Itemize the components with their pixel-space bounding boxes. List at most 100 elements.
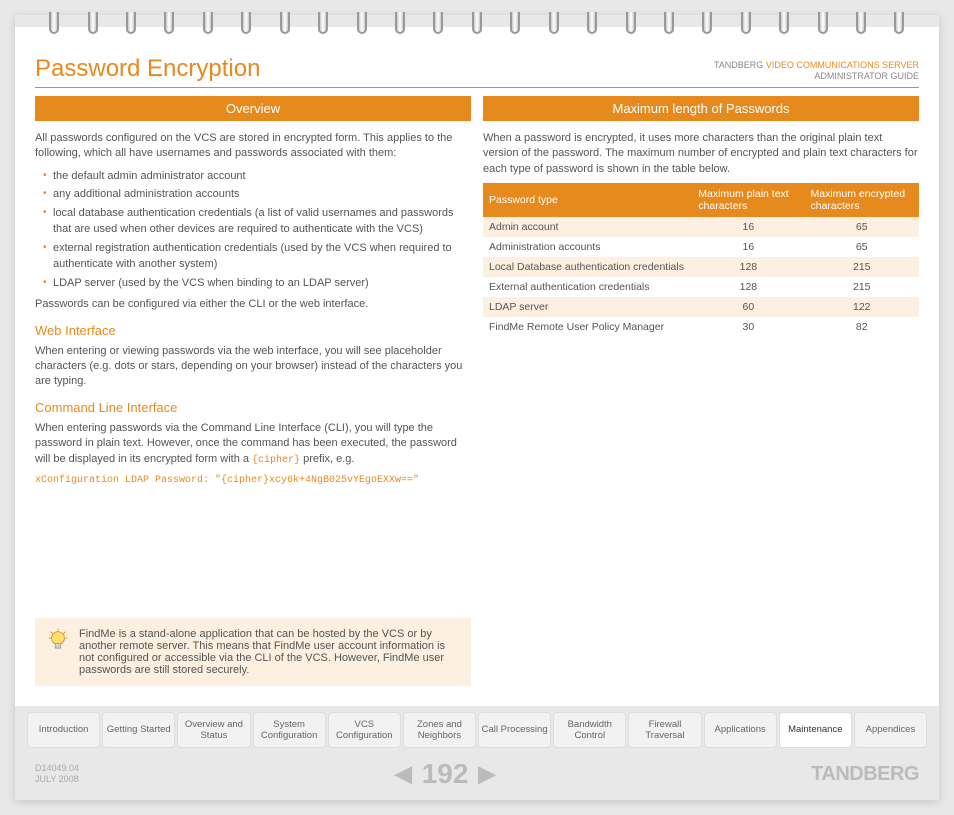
nav-tab[interactable]: Appendices: [854, 712, 927, 749]
table-cell: Administration accounts: [483, 237, 692, 257]
overview-heading: Overview: [35, 96, 471, 121]
table-cell: Admin account: [483, 217, 692, 237]
page-footer: D14049.04 JULY 2008 ◀ 192 ▶ TANDBERG: [15, 754, 939, 800]
spiral-ring: [779, 12, 789, 34]
spiral-ring: [433, 12, 443, 34]
next-page-arrow[interactable]: ▶: [478, 761, 495, 787]
overview-intro: All passwords configured on the VCS are …: [35, 131, 471, 162]
cli-body-part2: prefix, e.g.: [300, 453, 354, 465]
page-content: Password Encryption TANDBERG VIDEO COMMU…: [15, 45, 939, 706]
password-table: Password typeMaximum plain text characte…: [483, 183, 919, 337]
table-header: Maximum plain text characters: [692, 183, 804, 217]
left-column: Overview All passwords configured on the…: [35, 96, 471, 686]
table-cell: Local Database authentication credential…: [483, 257, 692, 277]
brand-prefix: TANDBERG: [714, 60, 763, 70]
table-cell: 122: [805, 297, 920, 317]
spiral-ring: [241, 12, 251, 34]
list-item: any additional administration accounts: [43, 186, 471, 203]
list-item: external registration authentication cre…: [43, 240, 471, 273]
spiral-ring: [741, 12, 751, 34]
page-number: 192: [422, 758, 469, 790]
tip-text: FindMe is a stand-alone application that…: [79, 628, 459, 676]
nav-tab[interactable]: System Configuration: [253, 712, 326, 749]
page-header: Password Encryption TANDBERG VIDEO COMMU…: [35, 55, 919, 88]
overview-after: Passwords can be configured via either t…: [35, 297, 471, 312]
list-item: LDAP server (used by the VCS when bindin…: [43, 275, 471, 292]
brand-product: VIDEO COMMUNICATIONS SERVER: [766, 60, 919, 70]
table-header: Password type: [483, 183, 692, 217]
table-row: External authentication credentials12821…: [483, 277, 919, 297]
table-cell: 65: [805, 217, 920, 237]
table-header-row: Password typeMaximum plain text characte…: [483, 183, 919, 217]
pager: ◀ 192 ▶: [395, 758, 496, 790]
list-item: local database authentication credential…: [43, 205, 471, 238]
table-row: Administration accounts1665: [483, 237, 919, 257]
right-column: Maximum length of Passwords When a passw…: [483, 96, 919, 686]
nav-tab[interactable]: Zones and Neighbors: [403, 712, 476, 749]
table-cell: 128: [692, 257, 804, 277]
table-row: Admin account1665: [483, 217, 919, 237]
spiral-binding: [15, 15, 939, 45]
spiral-ring: [818, 12, 828, 34]
table-row: LDAP server60122: [483, 297, 919, 317]
spiral-ring: [318, 12, 328, 34]
document-page: Password Encryption TANDBERG VIDEO COMMU…: [15, 15, 939, 800]
nav-tab[interactable]: Call Processing: [478, 712, 551, 749]
cli-body: When entering passwords via the Command …: [35, 421, 471, 468]
table-row: FindMe Remote User Policy Manager3082: [483, 317, 919, 337]
table-header: Maximum encrypted characters: [805, 183, 920, 217]
spiral-ring: [587, 12, 597, 34]
spiral-ring: [626, 12, 636, 34]
spiral-ring: [126, 12, 136, 34]
list-item: the default admin administrator account: [43, 168, 471, 185]
doc-id: D14049.04: [35, 763, 79, 773]
spiral-ring: [203, 12, 213, 34]
table-cell: 16: [692, 217, 804, 237]
nav-tab[interactable]: Firewall Traversal: [628, 712, 701, 749]
maxlen-intro: When a password is encrypted, it uses mo…: [483, 131, 919, 177]
table-body: Admin account1665Administration accounts…: [483, 217, 919, 337]
spiral-ring: [472, 12, 482, 34]
brand-sub: ADMINISTRATOR GUIDE: [814, 71, 919, 81]
table-cell: External authentication credentials: [483, 277, 692, 297]
table-cell: 30: [692, 317, 804, 337]
spiral-ring: [856, 12, 866, 34]
table-cell: 16: [692, 237, 804, 257]
table-cell: 60: [692, 297, 804, 317]
spiral-ring: [88, 12, 98, 34]
spiral-ring: [702, 12, 712, 34]
header-brand: TANDBERG VIDEO COMMUNICATIONS SERVER ADM…: [714, 60, 919, 83]
table-cell: 128: [692, 277, 804, 297]
cipher-prefix: {cipher}: [252, 455, 300, 466]
spiral-ring: [395, 12, 405, 34]
spiral-ring: [280, 12, 290, 34]
doc-date: JULY 2008: [35, 774, 79, 784]
cli-body-part1: When entering passwords via the Command …: [35, 422, 457, 465]
page-title: Password Encryption: [35, 55, 260, 83]
overview-list: the default admin administrator accounta…: [35, 168, 471, 292]
web-interface-body: When entering or viewing passwords via t…: [35, 344, 471, 390]
table-cell: 82: [805, 317, 920, 337]
maxlen-heading: Maximum length of Passwords: [483, 96, 919, 121]
spiral-ring: [49, 12, 59, 34]
table-cell: 215: [805, 257, 920, 277]
nav-tab[interactable]: Getting Started: [102, 712, 175, 749]
tip-box: FindMe is a stand-alone application that…: [35, 618, 471, 686]
spiral-ring: [357, 12, 367, 34]
table-row: Local Database authentication credential…: [483, 257, 919, 277]
table-cell: 65: [805, 237, 920, 257]
table-cell: FindMe Remote User Policy Manager: [483, 317, 692, 337]
doc-meta: D14049.04 JULY 2008: [35, 763, 79, 786]
nav-tab[interactable]: Introduction: [27, 712, 100, 749]
two-column-layout: Overview All passwords configured on the…: [35, 96, 919, 686]
nav-tab[interactable]: VCS Configuration: [328, 712, 401, 749]
cli-example: xConfiguration LDAP Password: "{cipher}x…: [35, 474, 471, 488]
spiral-ring: [510, 12, 520, 34]
cli-heading: Command Line Interface: [35, 400, 471, 415]
nav-tab[interactable]: Bandwidth Control: [553, 712, 626, 749]
footer-brand: TANDBERG: [811, 763, 919, 786]
nav-tab[interactable]: Overview and Status: [177, 712, 250, 749]
nav-tab[interactable]: Maintenance: [779, 712, 852, 749]
nav-tab[interactable]: Applications: [704, 712, 777, 749]
prev-page-arrow[interactable]: ◀: [395, 761, 412, 787]
